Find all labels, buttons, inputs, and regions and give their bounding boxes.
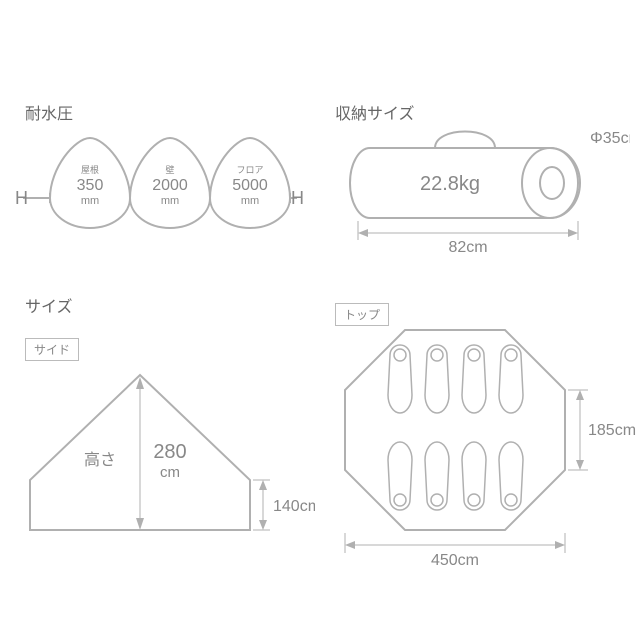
drop2-value: 2000: [152, 177, 188, 194]
top-diagram: 185cm 450cm: [320, 315, 640, 575]
water-diagram: H H 屋根 350 mm 壁 2000 mm フロア 5000 mm: [15, 128, 305, 248]
top-side: 185cm: [588, 422, 636, 439]
person-icon: [462, 442, 486, 510]
person-icon: [388, 345, 412, 413]
drop1-value: 350: [77, 177, 104, 194]
storage-diagram: 22.8kg Φ35cm 82cm: [330, 118, 630, 258]
water-h-right: H: [291, 188, 304, 208]
top-width: 450cm: [431, 552, 479, 569]
drop1-label: 屋根: [81, 164, 99, 175]
side-wall: 140cm: [273, 498, 315, 515]
drop2-unit: mm: [161, 195, 179, 207]
person-icon: [388, 442, 412, 510]
drop3-value: 5000: [232, 177, 268, 194]
person-icon: [499, 442, 523, 510]
drop2-label: 壁: [165, 164, 174, 175]
water-title: 耐水圧: [25, 100, 73, 124]
side-diagram: 高さ 280 cm 140cm: [15, 355, 315, 555]
drop3-label: フロア: [236, 165, 263, 175]
size-title: サイズ: [25, 293, 73, 317]
side-height-value: 280: [153, 441, 186, 463]
drop1-unit: mm: [81, 195, 99, 207]
person-icon: [425, 345, 449, 413]
storage-weight: 22.8kg: [420, 173, 480, 195]
person-icon: [425, 442, 449, 510]
drop3-unit: mm: [241, 195, 259, 207]
storage-diameter: Φ35cm: [590, 130, 630, 147]
side-height-unit: cm: [160, 464, 180, 481]
person-icon: [499, 345, 523, 413]
person-icon: [462, 345, 486, 413]
storage-length: 82cm: [448, 239, 487, 256]
side-height-label: 高さ: [84, 451, 116, 469]
water-h-left: H: [15, 188, 28, 208]
